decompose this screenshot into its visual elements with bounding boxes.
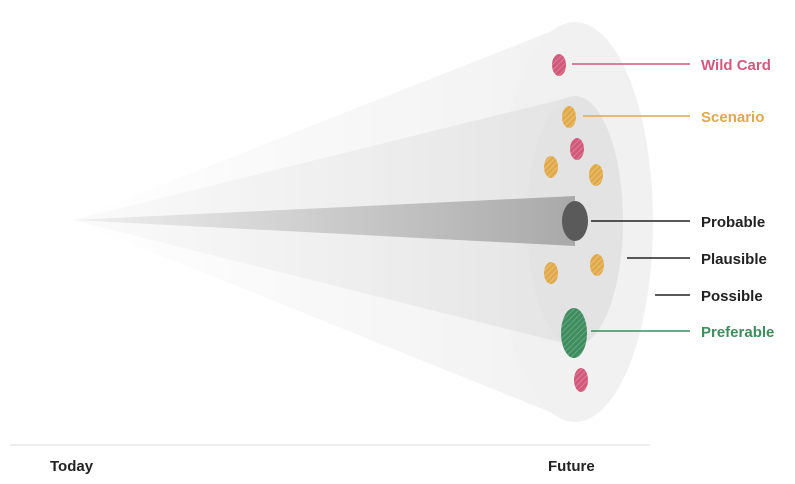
- probable-label: Probable: [701, 214, 765, 231]
- wild-card-marker-bottom: [574, 368, 588, 392]
- today-label: Today: [50, 458, 94, 475]
- future-label: Future: [548, 458, 595, 475]
- preferable-label: Preferable: [701, 324, 774, 341]
- scenario-marker-left: [544, 156, 558, 178]
- scenario-marker-top: [562, 106, 576, 128]
- wild-card-marker-mid: [570, 138, 584, 160]
- scenario-marker-lower-left: [544, 262, 558, 284]
- possible-label: Possible: [701, 288, 763, 305]
- scenario-label: Scenario: [701, 109, 764, 126]
- probable-marker: [562, 201, 588, 241]
- scenario-marker-lower-right: [590, 254, 604, 276]
- plausible-label: Plausible: [701, 251, 767, 268]
- preferable-marker: [561, 308, 587, 358]
- wild-card-marker-top: [552, 54, 566, 76]
- scenario-marker-right: [589, 164, 603, 186]
- wild-card-label: Wild Card: [701, 57, 771, 74]
- cone-probable: [72, 196, 575, 246]
